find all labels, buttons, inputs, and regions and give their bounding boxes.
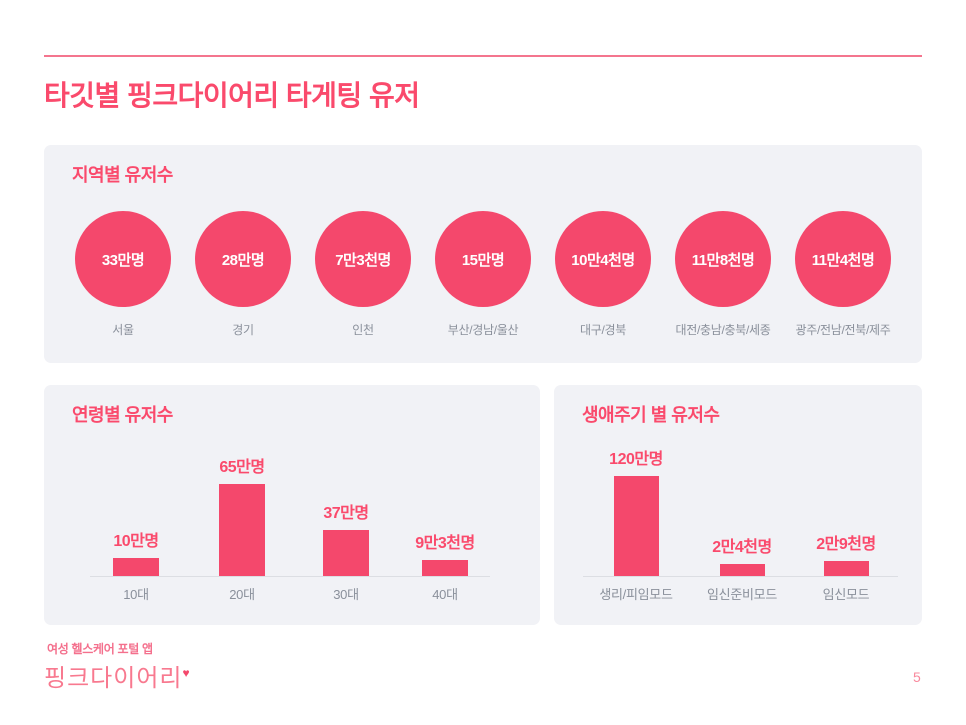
bubble-label: 인천	[352, 323, 374, 337]
bar	[219, 484, 265, 576]
bar-value-label: 65만명	[219, 459, 265, 476]
page-number: 5	[913, 669, 921, 685]
heart-icon: ♥	[182, 666, 190, 680]
bar-value-label: 2만4천명	[712, 539, 772, 556]
region-bubble-gwangju: 11만4천명 광주/전남/전북/제주	[778, 211, 908, 338]
bubble-value: 11만4천명	[811, 251, 875, 269]
lifecycle-axis-line	[583, 576, 898, 577]
lifecycle-users-panel: 생애주기 별 유저수 120만명 2만4천명 2만9천명 생리/피임모드 임신준…	[554, 385, 922, 625]
bubble-value: 11만8천명	[691, 251, 755, 269]
age-bar-30s: 37만명	[296, 499, 396, 576]
bubble-circle: 7만3천명	[315, 211, 411, 307]
age-category-label: 40대	[432, 587, 458, 602]
age-bar-20s: 65만명	[192, 453, 292, 576]
bubble-label: 서울	[112, 323, 134, 337]
bubble-value: 15만명	[461, 251, 505, 269]
bubble-circle: 33만명	[75, 211, 171, 307]
age-section-title: 연령별 유저수	[72, 405, 173, 425]
bar-value-label: 37만명	[323, 505, 369, 522]
bar	[113, 558, 159, 576]
region-section-title: 지역별 유저수	[72, 165, 173, 185]
lifecycle-section-title: 생애주기 별 유저수	[582, 405, 720, 425]
lifecycle-category-label: 임신모드	[822, 587, 870, 602]
bar	[323, 530, 369, 576]
lifecycle-bar-prep: 2만4천명	[692, 533, 792, 576]
bubble-label: 부산/경남/울산	[447, 323, 519, 337]
region-bubble-daejeon: 11만8천명 대전/충남/충북/세종	[658, 211, 788, 338]
bubble-circle: 28만명	[195, 211, 291, 307]
bubble-label: 광주/전남/전북/제주	[795, 323, 891, 337]
brand-logo-text: 핑크다이어리	[44, 665, 183, 692]
lifecycle-category-label: 임신준비모드	[707, 587, 777, 602]
lifecycle-category-label: 생리/피임모드	[599, 587, 673, 602]
region-bubble-gyeonggi: 28만명 경기	[178, 211, 308, 338]
bar-value-label: 2만9천명	[816, 536, 876, 553]
bar	[823, 561, 869, 576]
bar-value-label: 120만명	[609, 451, 663, 468]
region-users-panel: 지역별 유저수 33만명 서울 28만명 경기 7만3천명 인천 15만명 부산…	[44, 145, 922, 363]
age-users-panel: 연령별 유저수 10만명 65만명 37만명 9만3천명 10대 20대 30대…	[44, 385, 540, 625]
bubble-label: 경기	[232, 323, 254, 337]
bar-value-label: 10만명	[113, 533, 159, 550]
age-category-label: 20대	[229, 587, 255, 602]
region-bubble-busan: 15만명 부산/경남/울산	[418, 211, 548, 338]
age-bar-10s: 10만명	[86, 527, 186, 576]
lifecycle-bar-pregnancy: 2만9천명	[796, 530, 896, 576]
bubble-value: 10만4천명	[571, 251, 635, 269]
brand-logo: 핑크다이어리♥	[44, 658, 190, 693]
bubble-circle: 15만명	[435, 211, 531, 307]
bar	[613, 476, 659, 576]
bubble-label: 대전/충남/충북/세종	[675, 323, 771, 337]
bar-value-label: 9만3천명	[415, 535, 475, 552]
bubble-value: 28만명	[221, 251, 265, 269]
region-bubble-incheon: 7만3천명 인천	[298, 211, 428, 338]
age-axis-line	[90, 576, 490, 577]
age-category-label: 30대	[333, 587, 359, 602]
bubble-label: 대구/경북	[580, 323, 626, 337]
lifecycle-bar-period: 120만명	[586, 445, 686, 576]
bubble-circle: 10만4천명	[555, 211, 651, 307]
bubble-value: 7만3천명	[335, 251, 391, 269]
brand-tagline: 여성 헬스케어 포털 앱	[47, 642, 153, 656]
bubble-value: 33만명	[101, 251, 145, 269]
region-bubble-daegu: 10만4천명 대구/경북	[538, 211, 668, 338]
region-bubble-seoul: 33만명 서울	[58, 211, 188, 338]
bubble-circle: 11만4천명	[795, 211, 891, 307]
page-title: 타깃별 핑크다이어리 타게팅 유저	[44, 80, 420, 111]
top-divider-line	[44, 55, 922, 57]
bar	[719, 564, 765, 576]
bubble-circle: 11만8천명	[675, 211, 771, 307]
age-category-label: 10대	[123, 587, 149, 602]
age-bar-40s: 9만3천명	[395, 529, 495, 576]
bar	[422, 560, 468, 576]
